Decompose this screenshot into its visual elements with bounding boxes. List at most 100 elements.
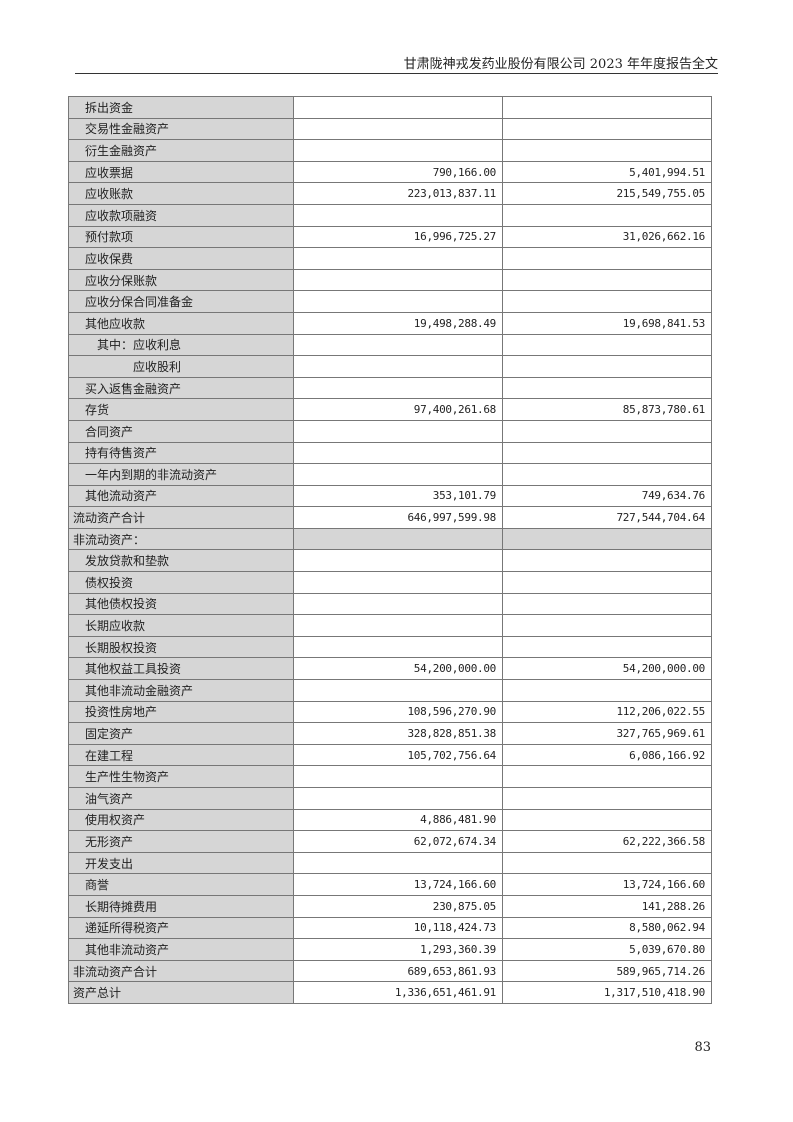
row-label: 无形资产 [68, 830, 294, 853]
value-period-start [502, 376, 712, 400]
row-label: 其中：应收利息 [68, 333, 294, 357]
value-period-start [502, 571, 712, 594]
value-period-end: 108,596,270.90 [293, 700, 503, 724]
value-period-end: 1,336,651,461.91 [293, 981, 503, 1004]
value-period-start [502, 549, 712, 573]
row-label: 一年内到期的非流动资产 [68, 463, 294, 486]
value-period-end: 223,013,837.11 [293, 182, 503, 205]
table-row: 生产性生物资产 [68, 765, 712, 788]
value-period-end: 790,166.00 [293, 160, 503, 184]
value-period-end: 10,118,424.73 [293, 916, 503, 940]
row-label: 应收款项融资 [68, 203, 294, 227]
table-row: 应收分保合同准备金 [68, 290, 712, 313]
balance-sheet-table: 拆出资金 交易性金融资产 衍生金融资产 应收票据 790,166.00 5,401,994… [68, 96, 712, 1004]
value-period-start: 112,206,022.55 [502, 700, 712, 724]
row-label: 买入返售金融资产 [68, 376, 294, 400]
page-number: 83 [694, 1040, 711, 1055]
row-label: 债权投资 [68, 571, 294, 594]
row-label: 拆出资金 [68, 96, 294, 119]
table-row: 使用权资产 4,886,481.90 [68, 808, 712, 832]
value-period-start [502, 527, 712, 551]
table-row: 应收分保账款 [68, 268, 712, 292]
value-period-start [502, 139, 712, 162]
value-period-start [502, 355, 712, 378]
value-period-start: 13,724,166.60 [502, 873, 712, 896]
value-period-start: 62,222,366.58 [502, 830, 712, 853]
table-row: 衍生金融资产 [68, 139, 712, 162]
table-row: 油气资产 [68, 787, 712, 810]
table-row: 非流动资产： [68, 527, 712, 551]
value-period-start [502, 96, 712, 119]
value-period-start: 8,580,062.94 [502, 916, 712, 940]
table-row: 递延所得税资产 10,118,424.73 8,580,062.94 [68, 916, 712, 940]
value-period-end: 230,875.05 [293, 894, 503, 918]
row-label: 递延所得税资产 [68, 916, 294, 940]
value-period-end: 105,702,756.64 [293, 743, 503, 767]
table-row: 一年内到期的非流动资产 [68, 463, 712, 486]
value-period-end [293, 527, 503, 551]
value-period-end: 1,293,360.39 [293, 938, 503, 961]
table-row: 其他非流动资产 1,293,360.39 5,039,670.80 [68, 938, 712, 961]
value-period-start: 727,544,704.64 [502, 506, 712, 529]
row-label: 投资性房地产 [68, 700, 294, 724]
table-row: 应收款项融资 [68, 203, 712, 227]
value-period-start [502, 441, 712, 465]
table-row: 其他非流动金融资产 [68, 679, 712, 702]
row-label: 非流动资产： [68, 527, 294, 551]
value-period-start [502, 635, 712, 659]
row-label: 应收票据 [68, 160, 294, 184]
value-period-start [502, 679, 712, 702]
value-period-end [293, 592, 503, 616]
row-label: 油气资产 [68, 787, 294, 810]
value-period-start: 141,288.26 [502, 894, 712, 918]
table-row: 长期待摊费用 230,875.05 141,288.26 [68, 894, 712, 918]
value-period-end: 646,997,599.98 [293, 506, 503, 529]
value-period-start: 19,698,841.53 [502, 311, 712, 335]
value-period-end: 16,996,725.27 [293, 225, 503, 249]
value-period-end [293, 679, 503, 702]
value-period-start: 6,086,166.92 [502, 743, 712, 767]
row-label: 非流动资产合计 [68, 959, 294, 983]
row-label: 合同资产 [68, 419, 294, 443]
value-period-end [293, 787, 503, 810]
table-row: 应收保费 [68, 247, 712, 270]
row-label: 预付款项 [68, 225, 294, 249]
value-period-end [293, 419, 503, 443]
table-row: 投资性房地产 108,596,270.90 112,206,022.55 [68, 700, 712, 724]
value-period-start: 749,634.76 [502, 484, 712, 508]
value-period-end: 328,828,851.38 [293, 722, 503, 745]
value-period-end [293, 614, 503, 637]
table-row: 应收票据 790,166.00 5,401,994.51 [68, 160, 712, 184]
row-label: 生产性生物资产 [68, 765, 294, 788]
value-period-end [293, 333, 503, 357]
table-row: 债权投资 [68, 571, 712, 594]
header-divider [75, 73, 718, 74]
value-period-end [293, 355, 503, 378]
value-period-start: 85,873,780.61 [502, 398, 712, 421]
value-period-end [293, 376, 503, 400]
value-period-start: 5,039,670.80 [502, 938, 712, 961]
row-label: 在建工程 [68, 743, 294, 767]
table-row: 其他流动资产 353,101.79 749,634.76 [68, 484, 712, 508]
row-label: 固定资产 [68, 722, 294, 745]
value-period-start [502, 787, 712, 810]
row-label: 长期股权投资 [68, 635, 294, 659]
table-row: 固定资产 328,828,851.38 327,765,969.61 [68, 722, 712, 745]
value-period-end [293, 441, 503, 465]
table-row: 存货 97,400,261.68 85,873,780.61 [68, 398, 712, 421]
table-row: 合同资产 [68, 419, 712, 443]
value-period-end [293, 117, 503, 141]
row-label: 长期应收款 [68, 614, 294, 637]
table-row: 在建工程 105,702,756.64 6,086,166.92 [68, 743, 712, 767]
row-label: 存货 [68, 398, 294, 421]
table-row: 拆出资金 [68, 96, 712, 119]
value-period-start [502, 808, 712, 832]
row-label: 其他流动资产 [68, 484, 294, 508]
value-period-start: 5,401,994.51 [502, 160, 712, 184]
value-period-start [502, 333, 712, 357]
value-period-start: 327,765,969.61 [502, 722, 712, 745]
value-period-start: 1,317,510,418.90 [502, 981, 712, 1004]
table-row: 长期应收款 [68, 614, 712, 637]
table-row: 开发支出 [68, 851, 712, 875]
table-row: 应收股利 [68, 355, 712, 378]
